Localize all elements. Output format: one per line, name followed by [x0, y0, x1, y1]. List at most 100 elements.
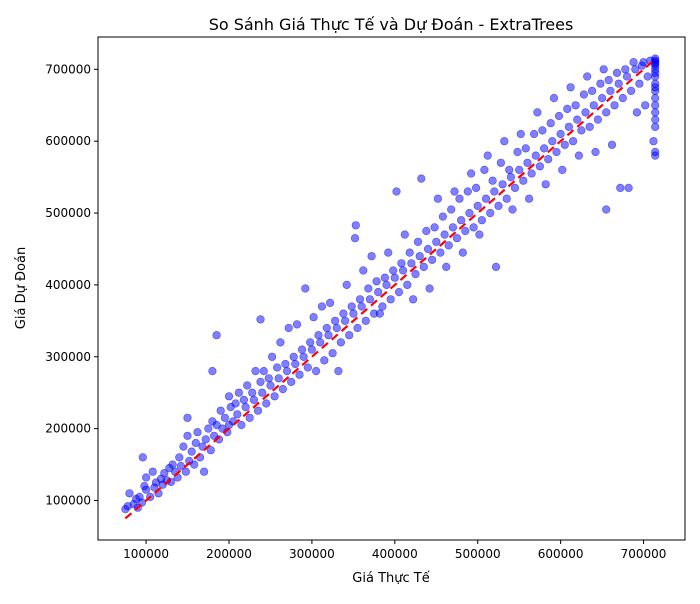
- points-layer: [121, 54, 660, 514]
- data-point: [593, 115, 603, 124]
- data-point: [309, 313, 318, 322]
- data-point: [457, 216, 466, 225]
- data-point: [643, 72, 652, 81]
- data-point: [125, 489, 134, 498]
- data-point: [556, 129, 565, 139]
- data-point: [259, 367, 268, 376]
- data-point: [417, 174, 426, 183]
- data-point: [245, 413, 254, 422]
- data-point: [187, 447, 196, 456]
- data-point: [564, 122, 574, 131]
- data-point: [399, 266, 408, 275]
- data-point: [422, 226, 431, 236]
- data-point: [546, 119, 555, 128]
- data-point: [480, 165, 489, 174]
- data-point: [549, 93, 559, 103]
- data-point: [270, 392, 279, 401]
- data-point: [316, 338, 325, 347]
- data-point: [651, 101, 660, 110]
- data-point: [560, 140, 569, 149]
- data-point: [425, 284, 434, 293]
- data-point: [258, 388, 267, 397]
- data-point: [278, 385, 288, 394]
- data-point: [306, 338, 315, 347]
- data-point: [469, 223, 478, 232]
- data-point: [208, 367, 217, 376]
- data-point: [583, 72, 592, 81]
- data-point: [502, 194, 511, 203]
- data-point: [256, 377, 265, 387]
- data-point: [505, 165, 514, 174]
- data-point: [341, 316, 350, 325]
- data-point: [566, 83, 575, 92]
- data-point: [442, 262, 451, 272]
- data-point: [224, 392, 234, 401]
- chart-title: So Sánh Giá Thực Tế và Dự Đoán - ExtraTr…: [209, 15, 574, 34]
- data-point: [307, 345, 317, 354]
- data-point: [508, 205, 517, 214]
- data-point: [411, 270, 420, 279]
- data-point: [256, 315, 265, 324]
- data-point: [380, 273, 390, 282]
- data-point: [179, 442, 188, 451]
- data-point: [614, 79, 623, 88]
- data-point: [651, 54, 660, 63]
- reference-line: [124, 57, 657, 520]
- data-point: [581, 108, 590, 117]
- data-point: [375, 309, 385, 318]
- data-point: [651, 147, 660, 157]
- data-point: [326, 298, 335, 308]
- data-point: [181, 467, 190, 476]
- data-point: [390, 273, 399, 282]
- data-point: [394, 288, 404, 297]
- data-point: [488, 176, 497, 185]
- data-point: [212, 420, 221, 430]
- y-axis-label: Giá Dự Đoán: [14, 247, 29, 329]
- data-point: [498, 180, 507, 189]
- x-axis: 100000 200000 300000 400000 500000 600000 7000…: [123, 540, 666, 561]
- data-point: [320, 356, 329, 365]
- data-point: [295, 370, 304, 379]
- data-point: [651, 122, 660, 131]
- data-point: [448, 223, 458, 232]
- data-point: [604, 75, 613, 85]
- y-tick-label: 200000: [45, 422, 91, 436]
- data-point: [342, 280, 351, 290]
- data-point: [364, 284, 373, 293]
- y-tick-label: 300000: [45, 350, 91, 364]
- data-point: [639, 58, 648, 67]
- data-point: [516, 129, 525, 139]
- data-point: [490, 187, 499, 196]
- y-tick-label: 700000: [45, 62, 91, 76]
- data-point: [403, 280, 412, 290]
- data-point: [292, 320, 302, 329]
- data-point: [612, 68, 622, 77]
- data-point: [350, 234, 360, 243]
- data-point: [183, 413, 192, 422]
- data-point: [599, 65, 608, 74]
- data-point: [397, 259, 406, 268]
- data-point: [138, 453, 147, 462]
- data-point: [262, 399, 271, 408]
- data-point: [524, 194, 534, 203]
- data-point: [475, 230, 484, 239]
- data-point: [160, 469, 169, 478]
- data-point: [322, 323, 331, 333]
- data-point: [287, 377, 296, 387]
- data-point: [234, 388, 243, 397]
- data-point: [413, 237, 423, 246]
- y-axis: 100000 200000 300000 400000 500000 600000 7000…: [45, 62, 98, 507]
- data-point: [624, 183, 633, 192]
- data-point: [430, 223, 439, 232]
- data-point: [237, 420, 246, 430]
- data-point: [607, 140, 617, 149]
- data-point: [467, 169, 476, 178]
- data-point: [531, 151, 540, 160]
- data-point: [558, 165, 567, 174]
- data-point: [317, 302, 327, 311]
- data-point: [591, 147, 600, 157]
- data-point: [436, 248, 445, 257]
- data-point: [142, 485, 151, 494]
- data-point: [621, 65, 630, 74]
